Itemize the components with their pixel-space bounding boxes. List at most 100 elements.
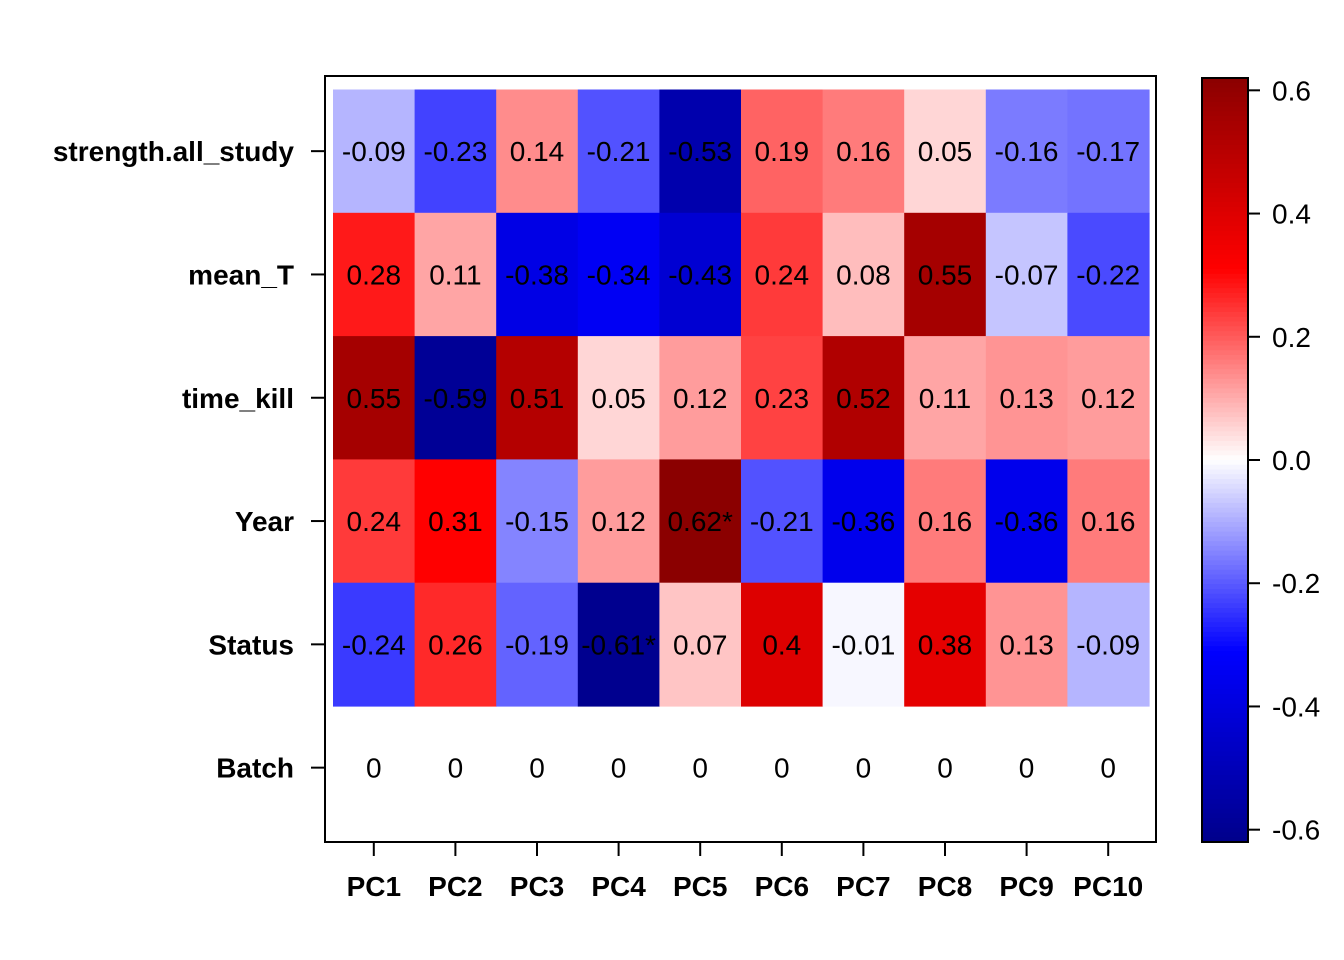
colorbar-segment	[1202, 154, 1248, 160]
colorbar-segment	[1202, 732, 1248, 738]
colorbar-segment	[1202, 722, 1248, 728]
colorbar-segment	[1202, 588, 1248, 595]
colorbar-segment	[1202, 197, 1248, 203]
heatmap-cell-Year-PC6	[741, 459, 824, 584]
colorbar-segment	[1202, 545, 1248, 552]
colorbar-segment	[1202, 445, 1248, 452]
cell-value-label: -0.36	[995, 506, 1059, 537]
x-tick-label: PC3	[510, 871, 564, 902]
cell-value-label: -0.53	[668, 136, 732, 167]
colorbar-segment	[1202, 522, 1248, 528]
colorbar-segment	[1202, 670, 1248, 676]
colorbar-segment	[1202, 608, 1248, 614]
colorbar-segment	[1202, 340, 1248, 346]
colorbar-segment	[1202, 140, 1248, 146]
colorbar-segment	[1202, 531, 1248, 537]
colorbar-segment	[1202, 450, 1248, 456]
cell-value-label: -0.16	[995, 136, 1059, 167]
cell-value-label: 0.38	[918, 629, 973, 660]
colorbar-segment	[1202, 440, 1248, 447]
colorbar-segment	[1202, 354, 1248, 361]
heatmap-cell-strength.all_study-PC1	[333, 89, 416, 214]
cell-value-label: 0	[1019, 753, 1035, 784]
heatmap-cell-Status-PC9	[985, 582, 1068, 707]
colorbar-segment	[1202, 808, 1248, 814]
colorbar-segment	[1202, 641, 1248, 647]
colorbar-segment	[1202, 187, 1248, 194]
cell-value-label: 0.4	[762, 629, 801, 660]
heatmap-cell-mean_T-PC9	[985, 212, 1068, 337]
heatmap-cell-Year-PC8	[904, 459, 987, 584]
colorbar-segment	[1202, 674, 1248, 681]
heatmap-cell-strength.all_study-PC8	[904, 89, 987, 214]
colorbar-segment	[1202, 307, 1248, 313]
colorbar-segment	[1202, 679, 1248, 686]
colorbar-segment	[1202, 111, 1248, 117]
heatmap-cell-Year-PC4	[577, 459, 660, 584]
heatmap-cell-Year-PC1	[333, 459, 416, 584]
colorbar-segment	[1202, 612, 1248, 619]
colorbar-segment	[1202, 837, 1248, 843]
colorbar-segment	[1202, 617, 1248, 623]
heatmap-cell-mean_T-PC7	[822, 212, 905, 337]
cell-value-label: 0.51	[510, 383, 565, 414]
heatmap-cell-time_kill-PC1	[333, 336, 416, 460]
cell-value-label: -0.23	[423, 136, 487, 167]
colorbar-segment	[1202, 92, 1248, 98]
cell-value-label: 0	[611, 753, 627, 784]
colorbar-segment	[1202, 264, 1248, 270]
colorbar-segment	[1202, 402, 1248, 409]
heatmap-cell-Year-PC5	[659, 459, 742, 584]
x-tick-label: PC4	[591, 871, 646, 902]
colorbar-segment	[1202, 240, 1248, 246]
heatmap-cell-time_kill-PC5	[659, 336, 742, 460]
cell-value-label: 0.31	[428, 506, 483, 537]
x-tick-label: PC10	[1073, 871, 1143, 902]
colorbar-segment	[1202, 455, 1248, 461]
colorbar-segment	[1202, 421, 1248, 428]
colorbar-segment	[1202, 254, 1248, 261]
cell-value-label: 0	[1100, 753, 1116, 784]
y-axis: strength.all_study mean_T time_kill Year Sta…	[53, 136, 325, 784]
colorbar-segment	[1202, 335, 1248, 342]
heatmap-cell-strength.all_study-PC2	[414, 89, 497, 214]
colorbar-segment	[1202, 765, 1248, 771]
cell-value-label: -0.59	[423, 383, 487, 414]
cell-value-label: 0.13	[999, 383, 1054, 414]
heatmap-cell-strength.all_study-PC5	[659, 89, 742, 214]
cell-value-label: 0.24	[755, 259, 810, 290]
colorbar-segment	[1202, 87, 1248, 93]
colorbar-segment	[1202, 106, 1248, 113]
cell-value-label: 0.52	[836, 383, 891, 414]
colorbar-segment	[1202, 727, 1248, 733]
cell-value-label: -0.09	[342, 136, 406, 167]
heatmap-cell-mean_T-PC2	[414, 212, 497, 337]
cell-value-label: 0.12	[591, 506, 646, 537]
cell-value-label: -0.38	[505, 259, 569, 290]
colorbar-segment	[1202, 646, 1248, 652]
cell-value-label: 0.26	[428, 629, 483, 660]
colorbar-segment	[1202, 288, 1248, 294]
colorbar-segment	[1202, 579, 1248, 585]
colorbar-segment	[1202, 302, 1248, 308]
y-tick-label: Batch	[216, 753, 294, 784]
colorbar-segment	[1202, 598, 1248, 604]
heatmap-cell-time_kill-PC2	[414, 336, 497, 460]
heatmap-cell-time_kill-PC8	[904, 336, 987, 460]
colorbar-segment	[1202, 206, 1248, 213]
colorbar-segment	[1202, 655, 1248, 662]
colorbar-segment	[1202, 292, 1248, 299]
colorbar-segment	[1202, 593, 1248, 600]
colorbar-segment	[1202, 135, 1248, 141]
colorbar-segment	[1202, 163, 1248, 170]
colorbar-segment	[1202, 168, 1248, 175]
colorbar-segment	[1202, 159, 1248, 165]
cell-value-label: 0.14	[510, 136, 565, 167]
cell-value-label: -0.19	[505, 629, 569, 660]
heatmap-cell-Status-PC8	[904, 582, 987, 707]
cell-value-label: 0.12	[673, 383, 728, 414]
colorbar-segment	[1202, 703, 1248, 709]
heatmap-cell-Status-PC1	[333, 582, 416, 707]
cell-value-label: -0.61*	[581, 629, 656, 660]
y-tick-label: mean_T	[188, 259, 294, 290]
